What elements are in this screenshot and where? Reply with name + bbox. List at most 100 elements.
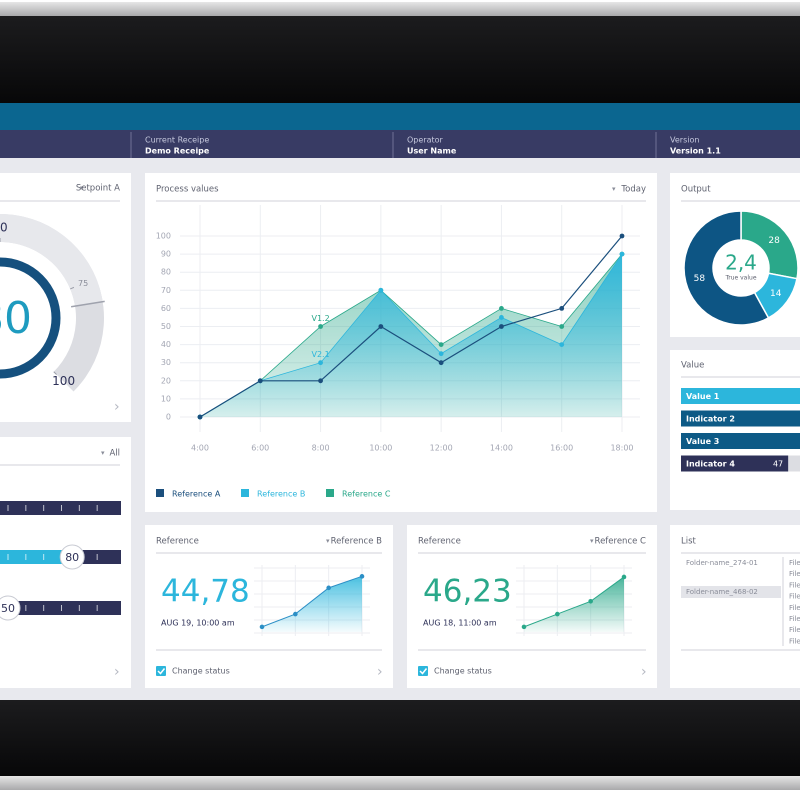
device-frame-bottom bbox=[0, 776, 800, 790]
chevron[interactable]: › bbox=[114, 664, 120, 680]
folder-item[interactable]: Folder-name_468-02 bbox=[686, 588, 758, 596]
x-tick-label: 8:00 bbox=[312, 444, 330, 453]
slider-track[interactable] bbox=[0, 501, 121, 515]
reference-date: AUG 18, 11:00 am bbox=[423, 619, 497, 628]
bar bbox=[681, 455, 789, 472]
selected-row[interactable] bbox=[681, 586, 781, 598]
annotation: V2.1 bbox=[311, 350, 329, 359]
mini-line bbox=[261, 575, 363, 628]
donut-label: 28 bbox=[768, 236, 780, 246]
legend-swatch bbox=[241, 489, 249, 497]
donut-segment bbox=[683, 210, 770, 326]
dropdown[interactable]: Setpoint A bbox=[76, 184, 120, 194]
data-point bbox=[293, 611, 298, 617]
checkbox[interactable] bbox=[156, 666, 166, 676]
dropdown-arrow[interactable]: ▾ bbox=[612, 185, 616, 193]
checkmark bbox=[157, 668, 166, 675]
list-panel bbox=[670, 525, 800, 688]
x-tick-label: 14:00 bbox=[490, 444, 513, 453]
dropdown-arrow[interactable]: ▾ bbox=[101, 449, 105, 457]
y-tick-label: 20 bbox=[161, 376, 171, 385]
gauge-tick bbox=[70, 286, 75, 290]
data-point bbox=[318, 360, 323, 366]
data-point bbox=[619, 251, 625, 257]
dropdown[interactable]: Reference B bbox=[331, 537, 383, 547]
slider-track[interactable] bbox=[0, 601, 121, 615]
gauge-tick-label: 75 bbox=[78, 279, 88, 288]
gauge-needle bbox=[70, 300, 105, 308]
donut-label: 14 bbox=[770, 289, 782, 299]
bezel-top bbox=[0, 16, 800, 104]
series-line bbox=[199, 235, 623, 418]
data-point bbox=[259, 624, 265, 630]
file-item[interactable]: File bbox=[789, 559, 800, 567]
data-point bbox=[438, 360, 444, 366]
dropdown[interactable]: Today bbox=[620, 185, 646, 195]
chevron[interactable]: › bbox=[641, 664, 647, 680]
gauge-tick bbox=[53, 371, 57, 375]
panel-title: Reference bbox=[156, 537, 199, 547]
slider-knob[interactable] bbox=[59, 544, 85, 570]
legend-label: Reference A bbox=[172, 490, 221, 499]
info-value: User Name bbox=[407, 147, 457, 156]
file-item[interactable]: File bbox=[789, 581, 800, 589]
data-point bbox=[559, 342, 565, 347]
file-item[interactable]: File bbox=[789, 615, 800, 623]
x-tick-label: 16:00 bbox=[550, 444, 573, 453]
data-point bbox=[499, 306, 504, 311]
gauge-face bbox=[0, 248, 70, 388]
y-tick-label: 100 bbox=[156, 232, 171, 241]
bar bbox=[681, 433, 800, 449]
file-item[interactable]: File bbox=[789, 593, 800, 601]
chevron[interactable]: › bbox=[114, 399, 120, 415]
dropdown[interactable]: Reference C bbox=[595, 537, 647, 547]
dropdown-arrow[interactable]: ▾ bbox=[590, 537, 594, 545]
data-point bbox=[521, 624, 527, 630]
data-point bbox=[359, 574, 365, 579]
chevron[interactable]: › bbox=[377, 664, 383, 680]
data-point bbox=[559, 324, 565, 329]
x-tick-label: 12:00 bbox=[430, 444, 453, 453]
checkbox-label[interactable]: Change status bbox=[172, 667, 230, 676]
dropdown-arrow[interactable]: ▾ bbox=[80, 184, 84, 192]
y-tick-label: 40 bbox=[161, 340, 171, 349]
dropdown[interactable]: All bbox=[109, 449, 120, 459]
data-point bbox=[588, 598, 593, 604]
data-point bbox=[378, 287, 384, 293]
y-tick-label: 60 bbox=[161, 304, 171, 313]
x-tick-label: 6:00 bbox=[251, 444, 269, 453]
file-item[interactable]: File bbox=[789, 626, 800, 634]
slider-value: 80 bbox=[65, 551, 79, 564]
checkbox[interactable] bbox=[418, 666, 428, 676]
file-item[interactable]: File bbox=[789, 604, 800, 612]
folder-item[interactable]: Folder-name_274-01 bbox=[686, 559, 758, 567]
bar-label: Indicator 2 bbox=[686, 415, 735, 424]
checkbox-label[interactable]: Change status bbox=[434, 667, 492, 676]
info-value: Demo Receipe bbox=[145, 147, 210, 156]
legend-swatch bbox=[156, 489, 164, 497]
data-point bbox=[499, 315, 504, 320]
data-point bbox=[326, 585, 331, 591]
x-tick-label: 4:00 bbox=[191, 444, 209, 453]
dropdown-arrow[interactable]: ▾ bbox=[326, 537, 330, 545]
donut-label: 58 bbox=[694, 274, 706, 284]
data-point bbox=[438, 342, 444, 347]
series-area bbox=[200, 254, 622, 417]
file-item[interactable]: File bbox=[789, 570, 800, 578]
slider-knob[interactable] bbox=[0, 595, 21, 621]
donut-center-label: True value bbox=[724, 275, 756, 282]
info-label: Operator bbox=[407, 136, 444, 145]
data-point bbox=[257, 378, 263, 384]
y-tick-label: 30 bbox=[161, 358, 171, 367]
legend-label: Reference B bbox=[257, 490, 305, 499]
bar-label: Value 3 bbox=[686, 437, 719, 446]
y-tick-label: 90 bbox=[161, 250, 171, 259]
x-tick-label: 18:00 bbox=[610, 444, 633, 453]
checkmark bbox=[419, 668, 428, 675]
info-label: Current Receipe bbox=[145, 136, 209, 145]
file-item[interactable]: File bbox=[789, 637, 800, 645]
device-frame-top bbox=[0, 2, 800, 16]
gauge-ring bbox=[0, 257, 61, 379]
